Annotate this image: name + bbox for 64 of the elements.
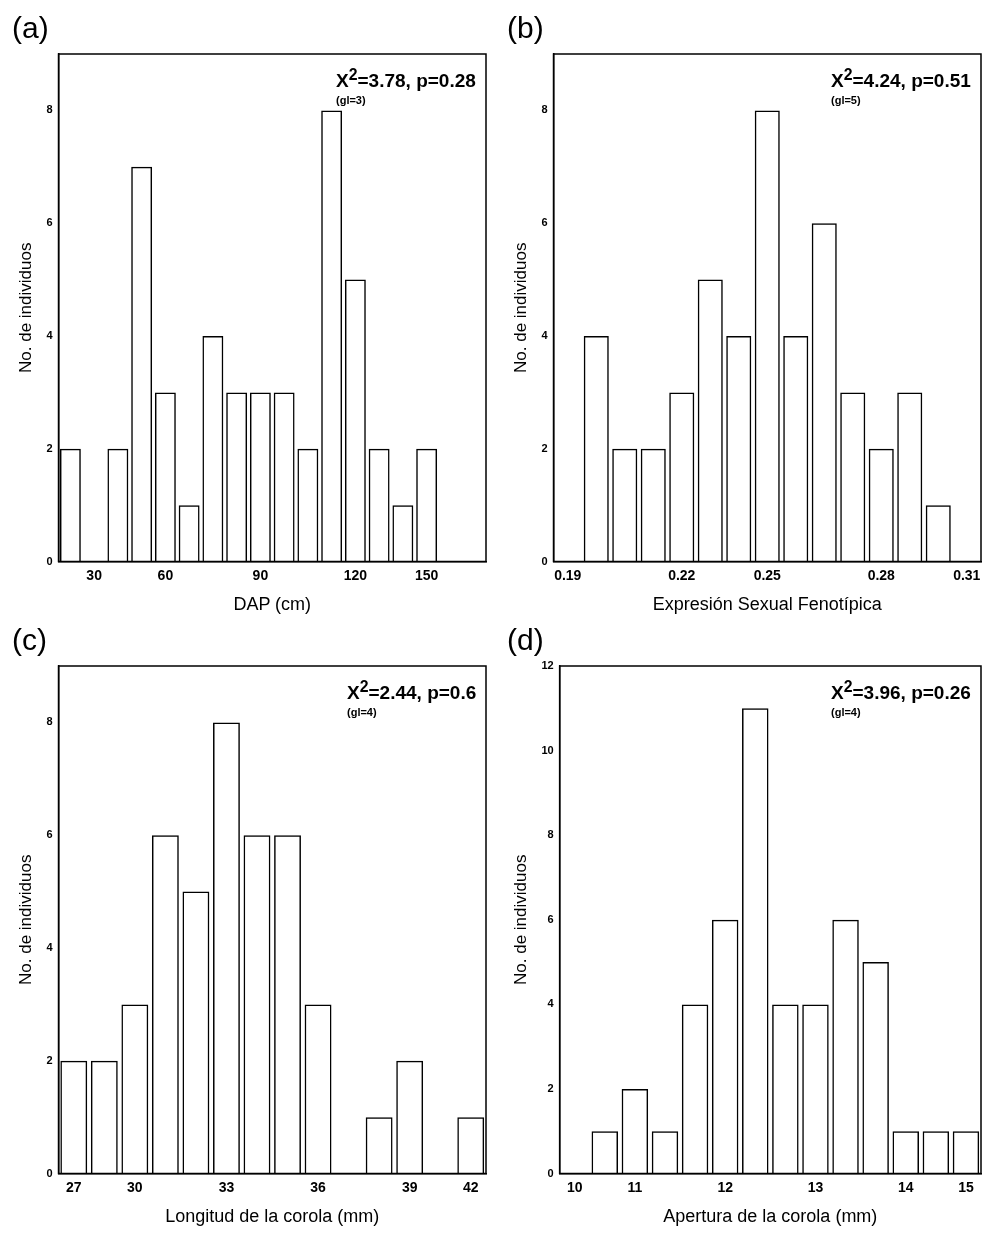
y-tick-label: 8 (46, 715, 53, 728)
y-tick-label: 4 (46, 329, 54, 342)
y-tick-label: 0 (46, 554, 53, 567)
x-tick-label: 120 (343, 566, 368, 583)
x-tick-label: 14 (897, 1178, 914, 1195)
y-tick-label: 4 (547, 997, 555, 1010)
annotation: (gl=4) (347, 706, 377, 718)
x-tick-label: 0.22 (668, 566, 696, 583)
y-tick-label: 6 (46, 828, 53, 841)
annotation: X$^{2}$=2.44, p=0.6 (347, 677, 477, 705)
x-tick-label: 10 (566, 1178, 583, 1195)
annotation: X$^{2}$=3.96, p=0.26 (831, 677, 971, 705)
y-tick-label: 2 (46, 1053, 53, 1066)
y-tick-label: 8 (547, 828, 554, 841)
x-tick-label: 60 (157, 566, 174, 583)
y-tick-label: 8 (541, 103, 548, 116)
y-tick-label: 2 (547, 1082, 554, 1095)
x-tick-label: 30 (127, 1178, 143, 1195)
y-tick-label: 0 (46, 1166, 53, 1179)
x-tick-label: 0.19 (554, 566, 582, 583)
x-tick-label: 0.31 (953, 566, 981, 583)
y-axis-title: No. de individuos (15, 854, 35, 986)
annotation: X$^{2}$=3.78, p=0.28 (336, 65, 476, 93)
x-tick-label: 11 (627, 1178, 643, 1195)
x-tick-label: 15 (958, 1178, 974, 1195)
x-tick-label: 13 (807, 1178, 824, 1195)
y-tick-label: 10 (541, 743, 554, 756)
y-axis-title: No. de individuos (510, 854, 530, 986)
chart-title: (d) (507, 623, 544, 657)
x-tick-label: 12 (717, 1178, 734, 1195)
x-tick-label: 39 (401, 1178, 418, 1195)
y-tick-label: 12 (541, 659, 554, 672)
x-axis-title: Apertura de la corola (mm) (663, 1206, 878, 1227)
x-tick-label: 0.28 (867, 566, 896, 583)
annotation: X$^{2}$=4.24, p=0.51 (831, 65, 971, 93)
x-tick-label: 90 (252, 566, 269, 583)
annotation: (gl=4) (831, 706, 861, 718)
y-axis-title: No. de individuos (15, 242, 35, 374)
x-axis-title: Expresión Sexual Fenotípica (652, 594, 883, 615)
x-tick-label: 150 (414, 566, 439, 583)
y-tick-label: 4 (541, 329, 549, 342)
y-tick-label: 6 (541, 216, 548, 229)
x-tick-label: 27 (66, 1178, 82, 1195)
chart-title: (b) (507, 11, 544, 45)
x-tick-label: 36 (310, 1178, 327, 1195)
y-tick-label: 4 (46, 941, 54, 954)
y-tick-label: 0 (547, 1166, 554, 1179)
x-axis-title: DAP (cm) (233, 594, 312, 615)
annotation: (gl=5) (831, 94, 861, 106)
x-tick-label: 42 (462, 1178, 479, 1195)
x-tick-label: 30 (86, 566, 103, 583)
y-tick-label: 6 (46, 216, 53, 229)
y-tick-label: 2 (46, 441, 53, 454)
chart-title: (c) (12, 623, 47, 657)
y-tick-label: 0 (541, 554, 548, 567)
y-tick-label: 8 (46, 103, 53, 116)
annotation: (gl=3) (336, 94, 366, 106)
x-tick-label: 33 (218, 1178, 235, 1195)
x-tick-label: 0.25 (753, 566, 782, 583)
y-tick-label: 2 (541, 441, 548, 454)
x-axis-title: Longitud de la corola (mm) (165, 1206, 380, 1227)
y-axis-title: No. de individuos (510, 242, 530, 374)
chart-title: (a) (12, 11, 49, 45)
y-tick-label: 6 (547, 912, 554, 925)
